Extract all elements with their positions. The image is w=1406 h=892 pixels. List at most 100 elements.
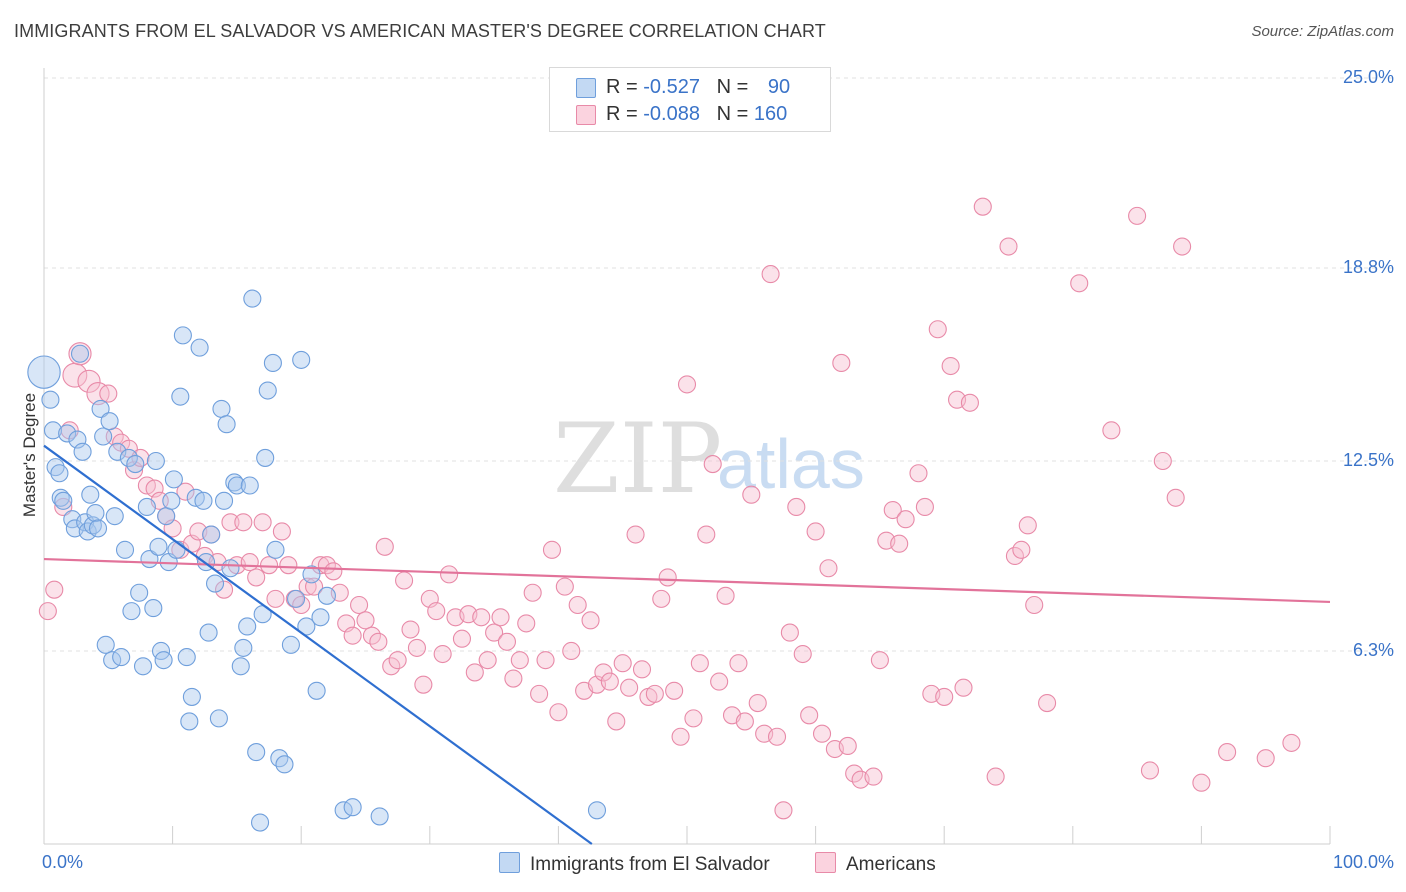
el-salvador-point bbox=[58, 424, 77, 443]
americans-point bbox=[607, 712, 626, 731]
el-salvador-point bbox=[190, 338, 209, 357]
el-salvador-point bbox=[194, 491, 213, 510]
americans-point bbox=[478, 651, 497, 670]
americans-point bbox=[1173, 237, 1192, 256]
americans-point bbox=[600, 672, 619, 691]
americans-point bbox=[214, 580, 234, 599]
americans-point bbox=[800, 706, 819, 725]
el-salvador-point bbox=[41, 390, 60, 409]
americans-point bbox=[941, 356, 960, 376]
el-salvador-point bbox=[287, 589, 306, 608]
el-salvador-point bbox=[247, 743, 266, 762]
el-salvador-point bbox=[217, 415, 236, 434]
americans-point bbox=[1282, 733, 1301, 752]
americans-point bbox=[1128, 206, 1147, 225]
el-salvador-point bbox=[73, 442, 92, 461]
americans-point bbox=[369, 632, 388, 651]
americans-point bbox=[68, 342, 92, 366]
americans-point bbox=[935, 687, 954, 706]
americans-point bbox=[38, 602, 57, 621]
americans-point bbox=[735, 712, 754, 731]
americans-point bbox=[677, 375, 697, 394]
americans-point bbox=[45, 580, 64, 599]
americans-point bbox=[632, 660, 652, 679]
el-salvador-point bbox=[167, 540, 186, 559]
el-salvador-point bbox=[587, 801, 607, 820]
el-salvador-point bbox=[86, 504, 105, 523]
el-salvador-point bbox=[50, 464, 69, 483]
americans-point bbox=[549, 703, 568, 722]
el-salvador-point bbox=[221, 559, 240, 578]
trend-lines bbox=[43, 444, 1331, 845]
el-salvador-point bbox=[157, 507, 176, 526]
americans-point bbox=[819, 559, 838, 578]
legend-n-label: N = bbox=[716, 76, 754, 98]
el-salvador-point bbox=[263, 353, 282, 373]
legend-n-value: 90 bbox=[767, 76, 791, 98]
americans-point bbox=[343, 626, 362, 645]
americans-point bbox=[440, 565, 459, 584]
el-salvador-point bbox=[137, 497, 156, 517]
el-salvador-point bbox=[212, 399, 231, 418]
el-salvador-point bbox=[370, 807, 389, 826]
americans-point bbox=[1018, 516, 1037, 535]
el-salvador-point bbox=[88, 519, 108, 538]
americans-point bbox=[896, 510, 915, 529]
americans-point bbox=[832, 353, 851, 373]
chart-title: IMMIGRANTS FROM EL SALVADOR VS AMERICAN … bbox=[14, 21, 826, 41]
americans-point bbox=[472, 608, 491, 627]
americans-point bbox=[485, 623, 504, 642]
el-salvador-point bbox=[173, 326, 192, 345]
el-salvador-point bbox=[180, 712, 199, 731]
americans-point bbox=[729, 654, 748, 673]
el-salvador-point bbox=[243, 289, 262, 308]
el-salvador-point bbox=[70, 344, 90, 363]
bottom-legend-label: Americans bbox=[846, 854, 936, 875]
el-salvador-point bbox=[126, 455, 145, 474]
legend-r-label: R = bbox=[606, 103, 644, 125]
americans-point bbox=[761, 265, 780, 284]
el-salvador-point bbox=[154, 651, 173, 670]
el-salvador-point bbox=[250, 813, 270, 832]
axes bbox=[43, 68, 1331, 845]
americans-point bbox=[1256, 749, 1275, 768]
americans-point bbox=[890, 534, 909, 553]
americans-point bbox=[253, 513, 272, 532]
americans-point bbox=[742, 485, 761, 504]
americans-point bbox=[626, 525, 645, 544]
bottom-legend-swatch-blue bbox=[499, 852, 520, 873]
el-salvador-point bbox=[240, 476, 259, 495]
el-salvador-point bbox=[91, 399, 110, 418]
americans-point bbox=[703, 455, 722, 474]
americans-point bbox=[652, 589, 671, 608]
americans-point bbox=[870, 651, 889, 670]
americans-point bbox=[1038, 694, 1057, 713]
americans-point bbox=[272, 522, 291, 541]
americans-point bbox=[774, 801, 793, 820]
americans-point bbox=[780, 623, 799, 642]
americans-point bbox=[375, 537, 394, 556]
americans-point bbox=[279, 556, 298, 575]
americans-point bbox=[1140, 761, 1160, 780]
americans-point bbox=[1102, 421, 1121, 440]
americans-point bbox=[407, 638, 426, 657]
el-salvador-point bbox=[149, 537, 168, 556]
bottom-legend-el-salvador: Immigrants from El Salvador bbox=[499, 852, 770, 876]
el-salvador-point bbox=[112, 648, 131, 667]
americans-point bbox=[497, 632, 517, 651]
el-salvador-point bbox=[177, 648, 196, 667]
americans-point bbox=[452, 629, 472, 648]
watermark-atlas: atlas bbox=[717, 425, 865, 503]
americans-point bbox=[77, 369, 101, 393]
americans-point bbox=[973, 197, 992, 216]
americans-point bbox=[414, 675, 433, 694]
americans-point bbox=[767, 727, 787, 746]
americans-point bbox=[954, 678, 973, 697]
americans-point bbox=[690, 654, 709, 673]
el-salvador-point bbox=[171, 387, 190, 406]
el-salvador-point bbox=[199, 623, 218, 642]
el-salvador-point bbox=[202, 525, 221, 544]
americans-point bbox=[427, 602, 446, 621]
americans-point bbox=[433, 644, 452, 664]
